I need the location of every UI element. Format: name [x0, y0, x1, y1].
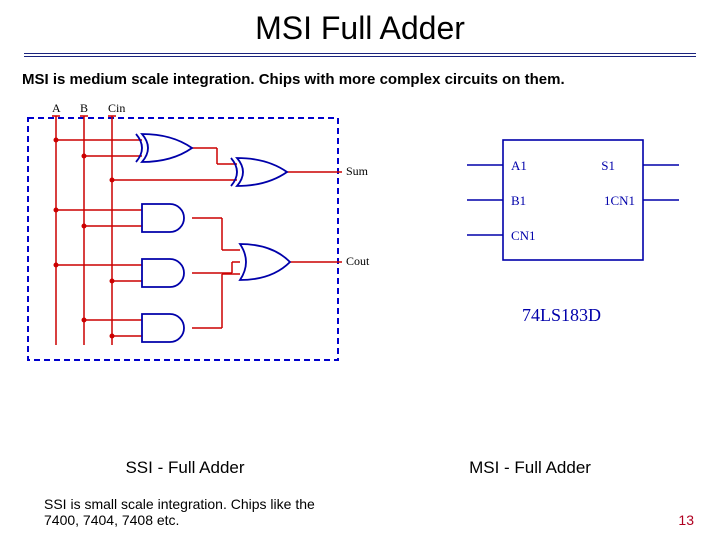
- page-number: 13: [678, 512, 694, 528]
- subtitle: MSI is medium scale integration. Chips w…: [22, 71, 698, 88]
- caption-row: SSI - Full Adder MSI - Full Adder: [0, 458, 720, 478]
- part-number: 74LS183D: [522, 305, 601, 326]
- svg-text:B: B: [80, 101, 88, 115]
- svg-text:Sum: Sum: [346, 164, 369, 178]
- svg-text:Cout: Cout: [346, 254, 370, 268]
- title-rule: [24, 53, 696, 57]
- diagram-area: A B Cin Sum Cout: [22, 100, 720, 380]
- ssi-caption: SSI - Full Adder: [0, 458, 370, 478]
- page-title: MSI Full Adder: [0, 10, 720, 47]
- svg-text:Cin: Cin: [108, 101, 125, 115]
- svg-text:S1: S1: [601, 158, 615, 173]
- msi-chip: A1 B1 CN1 S1 1CN1: [447, 130, 707, 300]
- msi-caption: MSI - Full Adder: [370, 458, 690, 478]
- svg-text:1CN1: 1CN1: [604, 193, 635, 208]
- svg-text:A: A: [52, 101, 61, 115]
- ssi-note: SSI is small scale integration. Chips li…: [44, 496, 344, 528]
- svg-text:A1: A1: [511, 158, 527, 173]
- svg-text:B1: B1: [511, 193, 526, 208]
- ssi-circuit: A B Cin Sum Cout: [22, 100, 382, 365]
- svg-text:CN1: CN1: [511, 228, 536, 243]
